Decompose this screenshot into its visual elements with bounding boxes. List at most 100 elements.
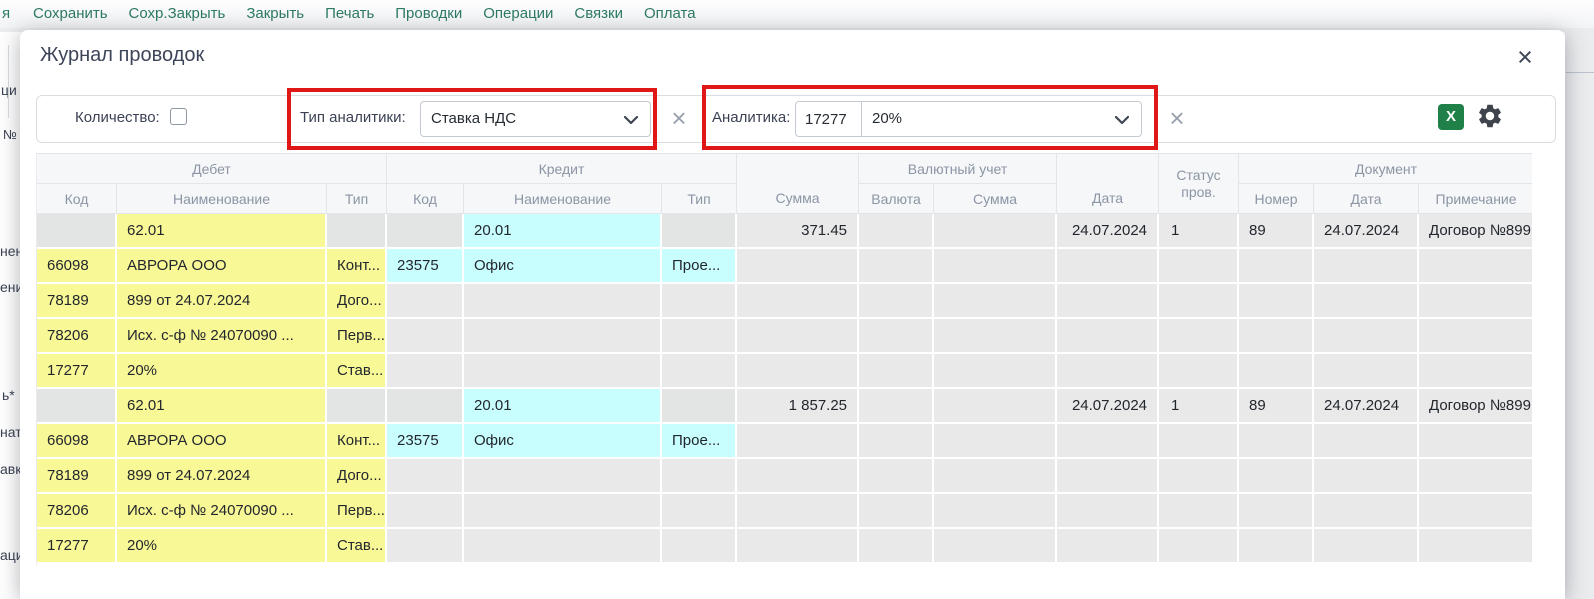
cell-cred-name[interactable] — [464, 529, 663, 564]
cell-date[interactable]: 24.07.2024 — [1057, 389, 1160, 424]
cell-deb-code[interactable]: 78206 — [37, 319, 117, 354]
cell-status[interactable] — [1159, 424, 1240, 459]
cell-currency[interactable] — [859, 424, 935, 459]
cell-cred-name[interactable] — [464, 494, 663, 529]
cell-status[interactable] — [1159, 284, 1240, 319]
cell-doc-date[interactable]: 24.07.2024 — [1314, 214, 1420, 249]
cell-status[interactable] — [1159, 494, 1240, 529]
cell-doc-number[interactable] — [1239, 354, 1315, 389]
cell-cred-type[interactable] — [662, 389, 738, 424]
cell-cred-type[interactable] — [662, 214, 738, 249]
cell-deb-name[interactable]: 899 от 24.07.2024 — [117, 459, 327, 494]
cell-cred-name[interactable] — [464, 284, 663, 319]
cell-date[interactable] — [1057, 424, 1160, 459]
cell-cred-code[interactable] — [387, 284, 465, 319]
cell-deb-code[interactable]: 78206 — [37, 494, 117, 529]
cell-status[interactable] — [1159, 354, 1240, 389]
cell-doc-date[interactable] — [1314, 284, 1420, 319]
cell-cred-code[interactable]: 23575 — [387, 424, 465, 459]
cell-deb-code[interactable]: 66098 — [37, 424, 117, 459]
cell-sum[interactable]: 1 857.25 — [737, 389, 860, 424]
cell-deb-name[interactable]: 899 от 24.07.2024 — [117, 284, 327, 319]
cell-currency-sum[interactable] — [934, 284, 1058, 319]
cell-currency-sum[interactable] — [934, 424, 1058, 459]
cell-cred-code[interactable] — [387, 354, 465, 389]
analytics-code-input[interactable] — [795, 101, 862, 137]
cell-sum[interactable] — [737, 284, 860, 319]
cell-sum[interactable] — [737, 494, 860, 529]
cell-deb-name[interactable]: 62.01 — [117, 389, 327, 424]
cell-date[interactable]: 24.07.2024 — [1057, 214, 1160, 249]
cell-cred-type[interactable] — [662, 319, 738, 354]
cell-deb-type[interactable]: Став... — [327, 529, 388, 564]
cell-doc-date[interactable] — [1314, 424, 1420, 459]
cell-date[interactable] — [1057, 494, 1160, 529]
cell-sum[interactable] — [737, 459, 860, 494]
cell-cred-type[interactable] — [662, 354, 738, 389]
cell-currency-sum[interactable] — [934, 529, 1058, 564]
cell-date[interactable] — [1057, 319, 1160, 354]
cell-date[interactable] — [1057, 249, 1160, 284]
cell-cred-name[interactable] — [464, 354, 663, 389]
cell-date[interactable] — [1057, 284, 1160, 319]
cell-cred-name[interactable] — [464, 459, 663, 494]
cell-note[interactable] — [1419, 424, 1532, 459]
cell-deb-type[interactable] — [327, 214, 388, 249]
cell-deb-code[interactable] — [37, 214, 117, 249]
cell-currency-sum[interactable] — [934, 494, 1058, 529]
menu-item-links[interactable]: Связки — [574, 5, 623, 22]
cell-sum[interactable]: 371.45 — [737, 214, 860, 249]
cell-doc-number[interactable] — [1239, 529, 1315, 564]
cell-doc-number[interactable] — [1239, 459, 1315, 494]
cell-doc-date[interactable] — [1314, 354, 1420, 389]
cell-doc-date[interactable] — [1314, 319, 1420, 354]
cell-note[interactable] — [1419, 249, 1532, 284]
cell-date[interactable] — [1057, 354, 1160, 389]
cell-cred-type[interactable] — [662, 529, 738, 564]
cell-deb-type[interactable]: Перв... — [327, 319, 388, 354]
cell-doc-number[interactable] — [1239, 284, 1315, 319]
cell-doc-number[interactable] — [1239, 494, 1315, 529]
cell-cred-code[interactable] — [387, 214, 465, 249]
cell-status[interactable] — [1159, 249, 1240, 284]
cell-cred-name[interactable]: 20.01 — [464, 214, 663, 249]
cell-doc-date[interactable] — [1314, 249, 1420, 284]
cell-deb-type[interactable]: Конт... — [327, 249, 388, 284]
excel-export-icon[interactable]: X — [1438, 104, 1464, 130]
cell-doc-number[interactable] — [1239, 249, 1315, 284]
cell-cred-code[interactable] — [387, 389, 465, 424]
cell-cred-code[interactable] — [387, 319, 465, 354]
cell-note[interactable] — [1419, 494, 1532, 529]
cell-deb-name[interactable]: Исх. с-ф № 24070090 ... — [117, 319, 327, 354]
cell-deb-type[interactable]: Став... — [327, 354, 388, 389]
cell-currency[interactable] — [859, 354, 935, 389]
cell-cred-code[interactable] — [387, 529, 465, 564]
cell-currency[interactable] — [859, 249, 935, 284]
cell-currency-sum[interactable] — [934, 249, 1058, 284]
cell-note[interactable]: Договор №899 — [1419, 214, 1532, 249]
cell-note[interactable] — [1419, 284, 1532, 319]
cell-currency-sum[interactable] — [934, 459, 1058, 494]
cell-note[interactable] — [1419, 529, 1532, 564]
cell-doc-date[interactable] — [1314, 459, 1420, 494]
cell-deb-name[interactable]: АВРОРА ООО — [117, 249, 327, 284]
cell-sum[interactable] — [737, 249, 860, 284]
cell-currency[interactable] — [859, 529, 935, 564]
cell-currency-sum[interactable] — [934, 354, 1058, 389]
cell-doc-number[interactable] — [1239, 424, 1315, 459]
cell-cred-name[interactable]: 20.01 — [464, 389, 663, 424]
close-icon[interactable]: × — [1517, 42, 1533, 72]
analytics-select[interactable]: 20% — [861, 101, 1142, 137]
clear-analytics-type-icon[interactable]: × — [671, 103, 687, 133]
cell-doc-number[interactable]: 89 — [1239, 389, 1315, 424]
menu-item-print[interactable]: Печать — [325, 5, 375, 22]
cell-currency-sum[interactable] — [934, 389, 1058, 424]
cell-cred-name[interactable] — [464, 319, 663, 354]
cell-date[interactable] — [1057, 459, 1160, 494]
cell-deb-code[interactable]: 78189 — [37, 459, 117, 494]
cell-deb-name[interactable]: 20% — [117, 529, 327, 564]
cell-doc-date[interactable] — [1314, 494, 1420, 529]
cell-cred-type[interactable]: Прое... — [662, 424, 738, 459]
cell-note[interactable] — [1419, 354, 1532, 389]
cell-deb-code[interactable]: 78189 — [37, 284, 117, 319]
